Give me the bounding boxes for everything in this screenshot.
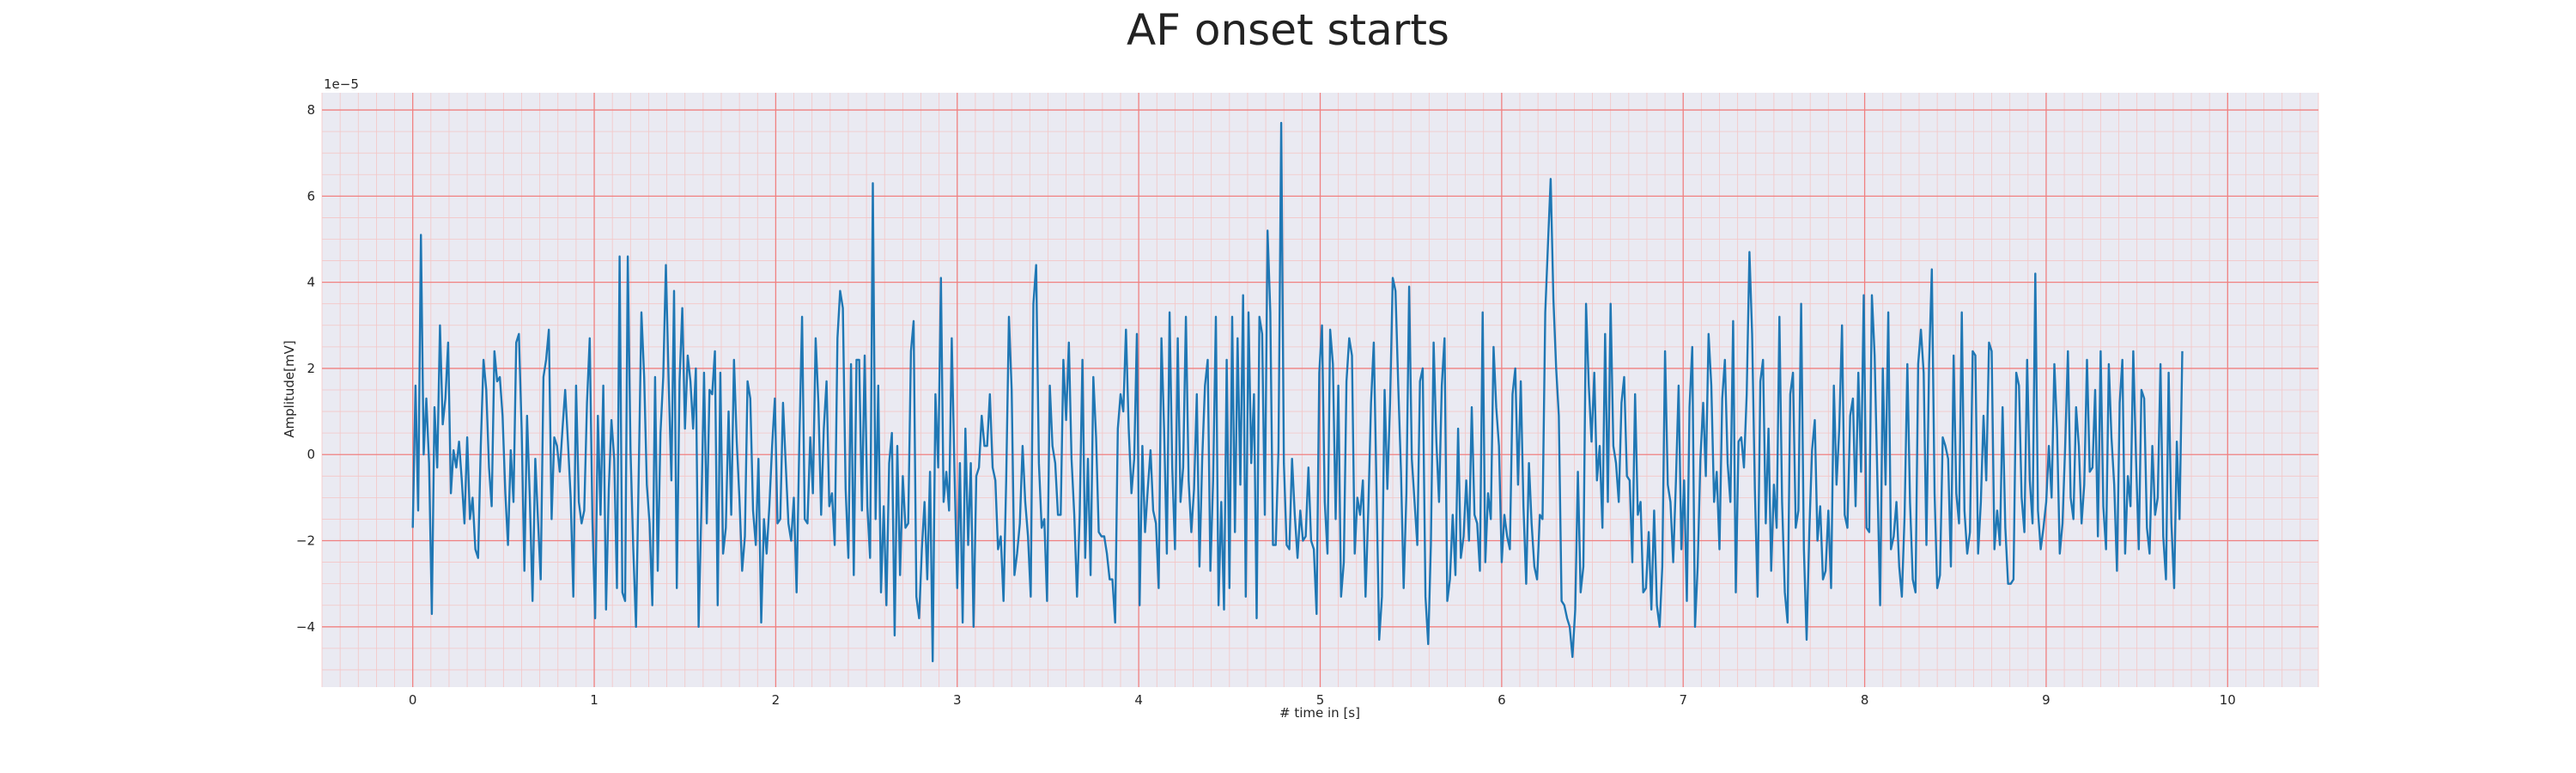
- y-tick-label: 4: [307, 275, 315, 290]
- y-axis-label: Amplitude[mV]: [282, 340, 297, 437]
- x-tick-labels: 0 1 2 3 4 5 6 7 8 9 10: [409, 692, 2236, 708]
- x-tick-label: 1: [590, 692, 598, 708]
- y-tick-label: −4: [296, 619, 315, 635]
- y-tick-labels: −4 −2 0 2 4 6 8: [296, 102, 315, 635]
- y-tick-label: 0: [307, 447, 315, 462]
- x-tick-label: 8: [1861, 692, 1869, 708]
- x-tick-label: 3: [953, 692, 962, 708]
- y-offset-label: 1e−5: [324, 76, 359, 92]
- x-tick-label: 10: [2220, 692, 2236, 708]
- y-tick-label: 8: [307, 102, 315, 118]
- x-tick-label: 6: [1498, 692, 1506, 708]
- x-tick-label: 0: [409, 692, 417, 708]
- chart-title: AF onset starts: [1127, 5, 1449, 55]
- signal-line: [411, 121, 2184, 663]
- y-tick-label: 2: [307, 361, 315, 376]
- x-tick-label: 9: [2042, 692, 2050, 708]
- x-tick-label: 2: [772, 692, 781, 708]
- x-tick-label: 4: [1134, 692, 1143, 708]
- x-tick-label: 5: [1316, 692, 1325, 708]
- y-tick-label: −2: [296, 533, 315, 549]
- x-tick-label: 7: [1679, 692, 1687, 708]
- x-axis-label: # time in [s]: [1279, 705, 1360, 721]
- y-tick-label: 6: [307, 188, 315, 204]
